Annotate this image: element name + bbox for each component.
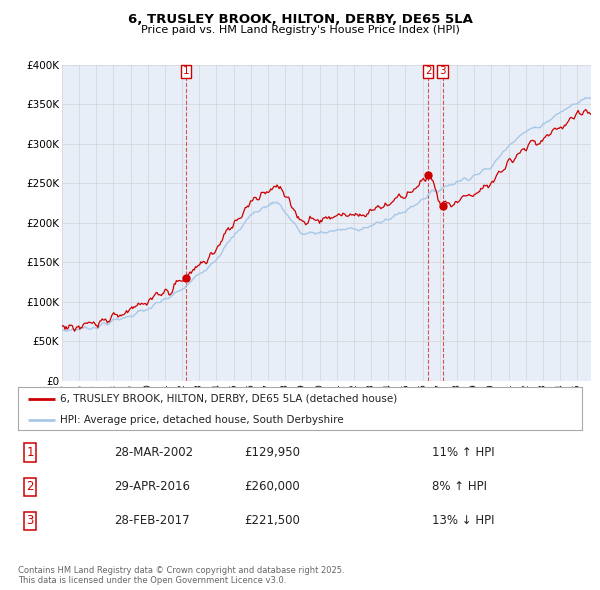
- Text: 29-APR-2016: 29-APR-2016: [114, 480, 190, 493]
- Text: 11% ↑ HPI: 11% ↑ HPI: [432, 446, 494, 459]
- Text: 1: 1: [26, 446, 34, 459]
- Text: £129,950: £129,950: [244, 446, 300, 459]
- Text: 8% ↑ HPI: 8% ↑ HPI: [432, 480, 487, 493]
- Text: 1: 1: [183, 67, 190, 77]
- Text: £221,500: £221,500: [244, 514, 300, 527]
- Text: 28-MAR-2002: 28-MAR-2002: [114, 446, 193, 459]
- Text: £260,000: £260,000: [244, 480, 300, 493]
- Text: Price paid vs. HM Land Registry's House Price Index (HPI): Price paid vs. HM Land Registry's House …: [140, 25, 460, 35]
- Text: HPI: Average price, detached house, South Derbyshire: HPI: Average price, detached house, Sout…: [60, 415, 344, 425]
- Text: 6, TRUSLEY BROOK, HILTON, DERBY, DE65 5LA (detached house): 6, TRUSLEY BROOK, HILTON, DERBY, DE65 5L…: [60, 394, 398, 404]
- Text: 28-FEB-2017: 28-FEB-2017: [114, 514, 190, 527]
- Text: 3: 3: [439, 67, 446, 77]
- Text: 13% ↓ HPI: 13% ↓ HPI: [432, 514, 494, 527]
- Text: 3: 3: [26, 514, 34, 527]
- Text: 2: 2: [425, 67, 431, 77]
- Text: Contains HM Land Registry data © Crown copyright and database right 2025.
This d: Contains HM Land Registry data © Crown c…: [18, 566, 344, 585]
- Text: 6, TRUSLEY BROOK, HILTON, DERBY, DE65 5LA: 6, TRUSLEY BROOK, HILTON, DERBY, DE65 5L…: [128, 13, 472, 26]
- Text: 2: 2: [26, 480, 34, 493]
